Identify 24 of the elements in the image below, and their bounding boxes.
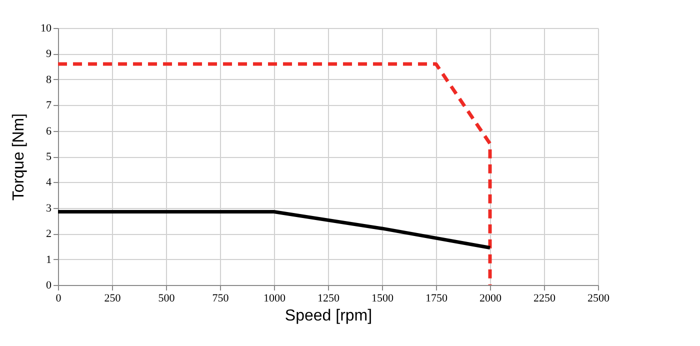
x-tick-label: 1750 [426,292,448,304]
x-tick-label: 1500 [372,292,394,304]
y-tick-label: 3 [46,202,52,214]
x-tick-label: 750 [212,292,230,304]
x-tick-label: 2500 [588,292,610,304]
y-tick-label: 8 [46,74,52,86]
x-tick-label: 0 [56,292,62,304]
y-tick-label: 6 [46,125,52,138]
y-tick-label: 0 [46,280,52,292]
x-tick-label: 500 [158,292,176,304]
y-tick-label: 1 [46,254,52,266]
x-tick-label: 1000 [264,292,286,304]
x-tick-label: 2250 [534,292,556,304]
y-axis-title: Torque [Nm] [10,113,28,201]
x-tick-label: 2000 [480,292,502,304]
y-tick-label: 10 [40,22,52,34]
y-tick-label: 5 [46,151,52,163]
y-tick-label: 4 [46,176,52,189]
y-tick-label: 2 [46,228,52,240]
x-tick-label: 250 [104,292,122,304]
x-axis-title: Speed [rpm] [284,308,372,324]
x-tick-label: 1250 [318,292,340,304]
y-tick-label: 7 [46,100,52,112]
y-tick-label: 9 [46,48,52,60]
